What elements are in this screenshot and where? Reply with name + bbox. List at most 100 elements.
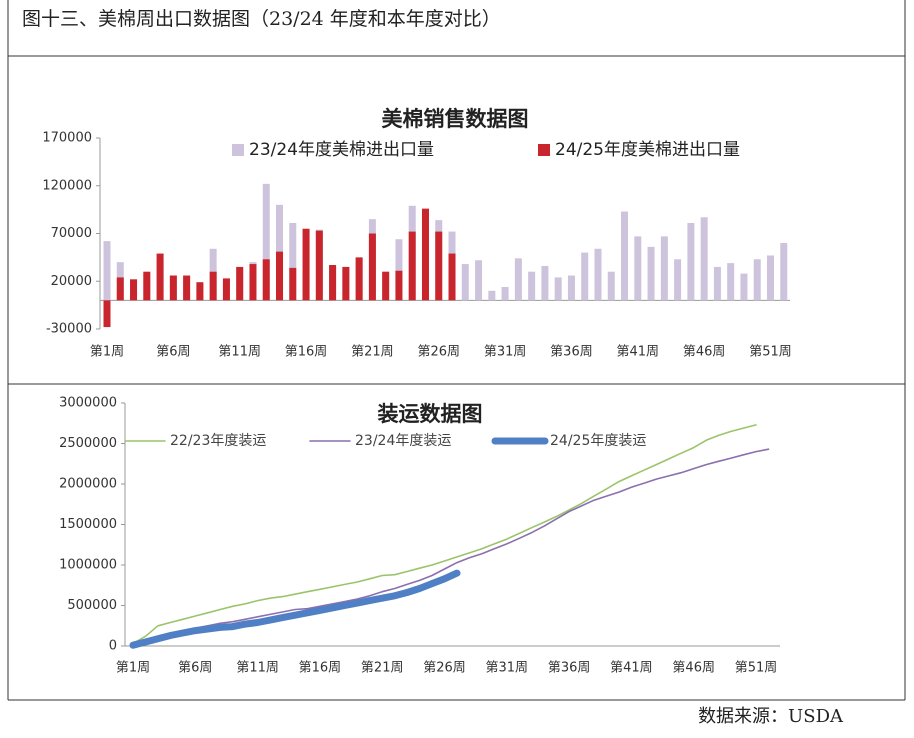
chart-title: 装运数据图 [378, 402, 483, 426]
bar [222, 278, 230, 301]
x-tick-label: 第31周 [484, 345, 527, 360]
bar [315, 230, 323, 301]
bar [541, 265, 549, 301]
x-tick-label: 第16周 [299, 661, 342, 676]
bar [740, 273, 748, 301]
bar [687, 222, 695, 301]
line [132, 448, 770, 646]
x-tick-label: 第1周 [90, 345, 124, 360]
y-tick-label: 120000 [42, 178, 92, 193]
legend-label: 23/24年度美棉进出口量 [249, 140, 434, 160]
bar [594, 248, 602, 301]
x-tick-label: 第46周 [672, 661, 715, 676]
x-tick-label: 第21周 [351, 345, 394, 360]
bar [209, 271, 217, 301]
bar [289, 222, 297, 301]
bar [368, 233, 376, 301]
figure-title: 图十三、美棉周出口数据图（23/24 年度和本年度对比） [22, 8, 501, 30]
x-tick-label: 第1周 [116, 661, 150, 676]
bar [621, 211, 629, 301]
legend-label: 22/23年度装运 [170, 433, 266, 449]
bar [660, 236, 668, 301]
bar [488, 290, 496, 301]
y-tick-label: 1000000 [59, 558, 117, 573]
x-tick-label: 第41周 [610, 661, 653, 676]
bar [329, 265, 337, 301]
x-tick-label: 第51周 [749, 345, 792, 360]
bar [700, 217, 708, 301]
bar [103, 241, 111, 301]
bar [395, 270, 403, 301]
bar [342, 266, 350, 301]
y-tick-label: 170000 [42, 131, 92, 146]
bar [581, 252, 589, 301]
bar [780, 243, 788, 301]
bar [262, 183, 270, 301]
x-tick-label: 第6周 [156, 345, 190, 360]
x-tick-label: 第16周 [285, 345, 328, 360]
x-tick-label: 第6周 [178, 661, 212, 676]
bar [143, 271, 151, 301]
bar [395, 239, 403, 301]
legend-label: 23/24年度装运 [355, 433, 451, 449]
bar [767, 255, 774, 301]
bar [435, 231, 443, 301]
bar [674, 259, 682, 301]
bar [448, 253, 456, 301]
line [132, 424, 757, 645]
bar [514, 258, 522, 301]
bar [421, 208, 429, 301]
y-tick-label: 3000000 [59, 396, 117, 411]
bar [169, 275, 177, 301]
bar [289, 267, 297, 301]
line [129, 569, 461, 649]
x-tick-label: 第26周 [423, 661, 466, 676]
y-tick-label: 2500000 [59, 436, 117, 451]
x-tick-label: 第26周 [417, 345, 460, 360]
bar [461, 264, 469, 301]
bar [276, 251, 284, 301]
bar [183, 275, 191, 301]
bar [382, 271, 390, 301]
chart-title: 美棉销售数据图 [382, 107, 529, 131]
x-tick-label: 第51周 [735, 661, 778, 676]
bar [262, 259, 270, 301]
bar [408, 231, 416, 301]
bar [302, 228, 310, 301]
bar [249, 264, 257, 301]
y-tick-label: 500000 [67, 598, 117, 613]
bar [103, 300, 111, 328]
x-tick-label: 第41周 [617, 345, 660, 360]
bar [156, 253, 164, 301]
bar [713, 266, 721, 301]
bar [607, 271, 615, 301]
bar [130, 279, 138, 301]
y-tick-label: 0 [109, 639, 117, 654]
x-tick-label: 第21周 [361, 661, 404, 676]
source-note: 数据来源：USDA [698, 706, 844, 727]
y-tick-label: 20000 [51, 274, 92, 289]
bar [196, 282, 204, 301]
x-tick-label: 第36周 [550, 345, 593, 360]
x-tick-label: 第31周 [486, 661, 529, 676]
bar [753, 259, 761, 301]
y-tick-label: 70000 [51, 226, 92, 241]
legend-label: 24/25年度美棉进出口量 [555, 140, 740, 160]
bar [727, 263, 735, 301]
bar [116, 277, 124, 301]
bar [528, 271, 536, 301]
y-tick-label: 2000000 [59, 477, 117, 492]
bar [236, 266, 244, 301]
bar [355, 257, 363, 301]
legend-swatch [538, 144, 550, 156]
legend-swatch [232, 144, 244, 156]
bar [567, 275, 575, 301]
bar [554, 277, 562, 301]
bar [475, 260, 483, 301]
y-tick-label: 1500000 [59, 517, 117, 532]
bar [647, 246, 655, 301]
x-tick-label: 第11周 [236, 661, 279, 676]
y-tick-label: -30000 [46, 322, 92, 337]
x-tick-label: 第11周 [218, 345, 261, 360]
